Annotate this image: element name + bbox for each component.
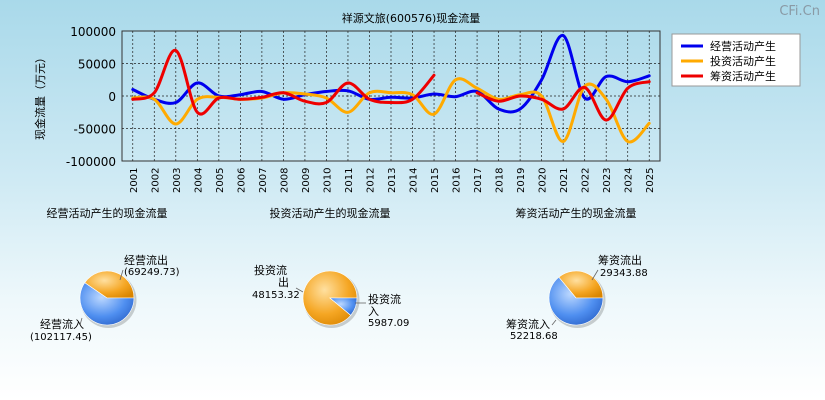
y-tick-label: 100000 [70, 25, 116, 39]
pie-value-financing-inflow: 52218.68 [510, 331, 558, 342]
y-tick-label: -50000 [73, 123, 116, 137]
pie-slice [79, 282, 135, 326]
x-tick-label: 2006 [236, 168, 247, 193]
series-line-3 [131, 49, 436, 116]
x-tick-label: 2011 [344, 168, 355, 193]
x-tick-label: 2009 [301, 168, 312, 193]
x-tick-label: 2021 [559, 168, 570, 193]
pie-leader-line [551, 319, 557, 326]
pie-title-financing: 筹资活动产生的现金流量 [516, 206, 637, 220]
pie-leader-line [79, 317, 83, 326]
pie-slice [548, 276, 604, 326]
x-tick-label: 2010 [322, 168, 333, 193]
pie-value-financing-outflow: 29343.88 [600, 268, 648, 279]
x-tick-label: 2016 [452, 168, 463, 193]
pie-label-investing-outflow-line1: 投资流 [254, 263, 287, 277]
pie-value-operating-outflow: (69249.73) [124, 267, 180, 278]
x-tick-label: 2007 [258, 168, 269, 193]
line-chart-title: 祥源文旅(600576)现金流量 [342, 11, 481, 25]
x-tick-label: 2025 [645, 168, 656, 193]
x-tick-label: 2002 [150, 168, 161, 193]
series-lines [131, 34, 651, 144]
pie-label-operating-outflow: 经营流出 [124, 253, 168, 267]
pie-charts [79, 270, 606, 328]
y-tick-label: 0 [108, 90, 116, 104]
pie-label-investing-inflow-line2: 入 [368, 305, 379, 318]
x-tick-label: 2020 [538, 168, 549, 193]
x-tick-label: 2014 [409, 168, 420, 193]
x-tick-label: 2019 [516, 168, 527, 193]
pie-leader-line [295, 287, 304, 293]
y-tick-label: 50000 [78, 58, 116, 72]
watermark: CFi.Cn [779, 4, 820, 19]
x-tick-label: 2001 [129, 168, 140, 193]
y-tick-label: -100000 [66, 155, 116, 169]
pie-label-investing-outflow-line2: 出 [278, 275, 289, 289]
pie-value-investing-inflow: 5987.09 [368, 318, 409, 329]
pie-leader-line [119, 269, 124, 281]
pie-leader-line [591, 269, 599, 281]
x-axis-ticks: 2001 2002 2003 2004 2005 2006 2007 2008 2009 2010… [129, 168, 656, 193]
x-tick-label: 2017 [473, 168, 484, 193]
x-tick-label: 2012 [365, 168, 376, 193]
legend-label: 筹资活动产生 [710, 69, 776, 83]
pie-value-operating-inflow: (102117.45) [30, 332, 92, 343]
pie-title-operating: 经营活动产生的现金流量 [47, 206, 168, 220]
x-tick-label: 2024 [624, 168, 635, 193]
x-tick-label: 2018 [495, 168, 506, 193]
x-tick-label: 2005 [215, 168, 226, 193]
legend-label: 经营活动产生 [710, 39, 776, 53]
pie-label-operating-inflow: 经营流入 [40, 317, 84, 331]
pie-label-investing-inflow-line1: 投资流 [368, 292, 401, 306]
pie-title-investing: 投资活动产生的现金流量 [270, 206, 391, 220]
pie-slice [84, 270, 135, 299]
x-tick-label: 2004 [193, 168, 204, 193]
pie-value-investing-outflow: 48153.32 [252, 290, 300, 301]
pie-slice [558, 270, 604, 299]
pie-label-financing-inflow: 筹资流入 [506, 317, 550, 331]
pie-label-financing-outflow: 筹资流出 [598, 253, 642, 267]
series-line-3 [475, 80, 651, 122]
y-axis-ticks: 100000 50000 0 -50000 -100000 [66, 25, 116, 169]
x-tick-label: 2013 [387, 168, 398, 193]
x-tick-label: 2008 [279, 168, 290, 193]
x-tick-label: 2023 [602, 168, 613, 193]
x-tick-label: 2003 [172, 168, 183, 193]
legend-label: 投资活动产生 [710, 54, 776, 68]
pie-slice [329, 297, 358, 316]
y-axis-label: 现金流量（万元） [33, 52, 47, 140]
x-tick-label: 2015 [430, 168, 441, 193]
x-tick-label: 2022 [581, 168, 592, 193]
